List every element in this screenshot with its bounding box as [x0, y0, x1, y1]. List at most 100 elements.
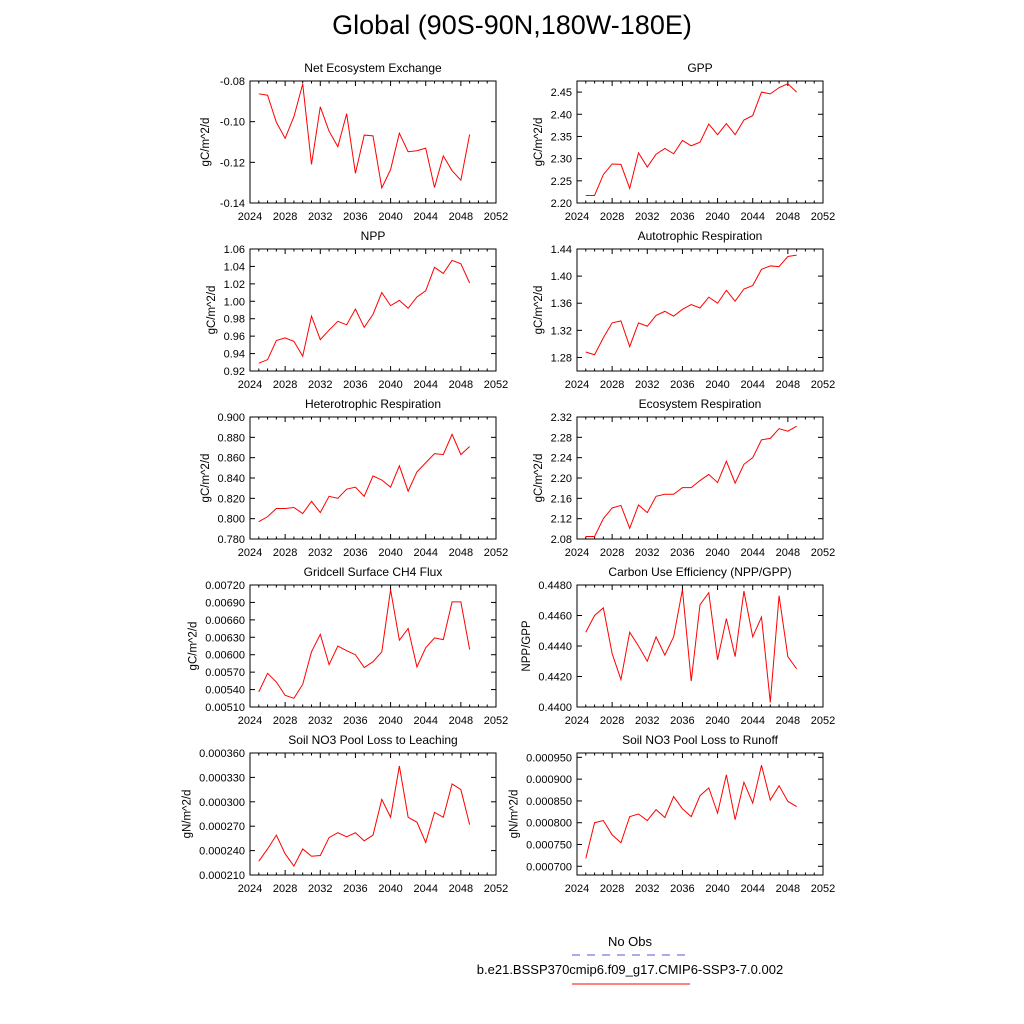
x-tick-label: 2048	[449, 547, 473, 559]
y-tick-label: 0.00540	[205, 685, 245, 697]
x-tick-label: 2052	[484, 379, 508, 391]
y-tick-label: 0.00720	[205, 580, 245, 592]
x-tick-label: 2048	[776, 211, 800, 223]
panel-title: Ecosystem Respiration	[639, 397, 762, 411]
x-tick-label: 2044	[740, 715, 764, 727]
x-tick-label: 2028	[600, 379, 624, 391]
y-tick-label: 0.00570	[205, 667, 245, 679]
x-tick-label: 2024	[565, 547, 589, 559]
x-tick-label: 2052	[811, 211, 835, 223]
y-tick-label: 2.20	[551, 198, 572, 210]
x-tick-label: 2048	[449, 715, 473, 727]
y-axis-label: gC/m^2/d	[533, 286, 545, 335]
x-tick-label: 2044	[740, 211, 764, 223]
y-tick-label: 0.780	[217, 534, 245, 546]
y-tick-label: 0.92	[224, 366, 245, 378]
y-tick-label: 2.20	[551, 473, 572, 485]
y-tick-label: 0.4460	[538, 611, 572, 623]
x-tick-label: 2044	[413, 715, 437, 727]
series-line	[585, 254, 797, 356]
x-tick-label: 2032	[635, 211, 659, 223]
x-tick-label: 2052	[484, 211, 508, 223]
panel-3: NPP 2024 2028 2032 2036 2040 2044 2048 2052 0.92 0…	[206, 229, 508, 391]
y-tick-label: 2.30	[551, 154, 572, 166]
x-tick-label: 2024	[238, 211, 262, 223]
y-tick-label: 0.000800	[526, 818, 572, 830]
x-tick-label: 2028	[600, 715, 624, 727]
x-tick-label: 2052	[484, 883, 508, 895]
y-tick-label: 0.800	[217, 514, 245, 526]
series-line	[258, 259, 471, 364]
panel-title: Net Ecosystem Exchange	[304, 61, 442, 75]
x-tick-label: 2036	[670, 547, 694, 559]
x-tick-label: 2048	[776, 547, 800, 559]
panel-4: Autotrophic Respiration 2024 2028 2032 2036 2…	[533, 229, 835, 391]
panel-title: Soil NO3 Pool Loss to Runoff	[622, 733, 779, 747]
y-tick-label: 1.36	[551, 298, 572, 310]
panel-10: Soil NO3 Pool Loss to Runoff 2024 2028 2032…	[508, 733, 835, 895]
series-line	[258, 433, 470, 523]
x-tick-label: 2048	[776, 715, 800, 727]
x-tick-label: 2040	[378, 211, 402, 223]
x-tick-label: 2040	[378, 715, 402, 727]
x-tick-label: 2052	[811, 547, 835, 559]
panel-title: NPP	[361, 229, 386, 243]
x-tick-label: 2028	[273, 379, 297, 391]
plot-frame	[576, 752, 824, 876]
y-tick-label: 0.96	[224, 331, 245, 343]
plot-frame	[576, 248, 824, 372]
y-axis-label: gC/m^2/d	[533, 118, 545, 167]
y-axis-label: gC/m^2/d	[533, 454, 545, 503]
panel-6: Ecosystem Respiration 2024 2028 2032 2036 204…	[533, 397, 835, 559]
y-tick-label: 1.06	[224, 244, 245, 256]
y-tick-label: 0.000700	[526, 861, 572, 873]
x-tick-label: 2040	[705, 547, 729, 559]
x-tick-label: 2048	[776, 379, 800, 391]
y-tick-label: 0.000240	[199, 846, 245, 858]
y-axis-label: gC/m^2/d	[206, 286, 218, 335]
panel-title: Carbon Use Efficiency (NPP/GPP)	[608, 565, 791, 579]
x-tick-label: 2048	[776, 883, 800, 895]
y-axis-label: gC/m^2/d	[200, 118, 212, 167]
x-tick-label: 2024	[238, 715, 262, 727]
y-tick-label: 0.98	[224, 314, 245, 326]
x-tick-label: 2024	[238, 883, 262, 895]
x-tick-label: 2044	[740, 883, 764, 895]
series-line	[585, 589, 798, 703]
x-tick-label: 2044	[413, 547, 437, 559]
y-tick-label: -0.08	[220, 76, 245, 88]
y-tick-label: 2.16	[551, 493, 572, 505]
y-tick-label: 2.12	[551, 514, 572, 526]
y-tick-label: 0.000330	[199, 772, 245, 784]
x-tick-label: 2036	[670, 715, 694, 727]
x-tick-label: 2028	[600, 211, 624, 223]
x-tick-label: 2024	[238, 547, 262, 559]
x-tick-label: 2040	[378, 379, 402, 391]
x-tick-label: 2024	[565, 211, 589, 223]
series-line	[258, 83, 471, 190]
y-tick-label: 2.40	[551, 109, 572, 121]
x-tick-label: 2040	[705, 883, 729, 895]
panel-8: Carbon Use Efficiency (NPP/GPP) 2024 2028 2…	[521, 565, 835, 727]
plot-frame	[249, 248, 497, 372]
y-tick-label: 0.4400	[538, 702, 572, 714]
y-tick-label: 0.000850	[526, 796, 572, 808]
panel-title: Autotrophic Respiration	[638, 229, 763, 243]
panel-1: Net Ecosystem Exchange 2024 2028 2032 2036 20…	[200, 61, 508, 223]
x-tick-label: 2048	[449, 211, 473, 223]
y-tick-label: 1.00	[224, 296, 245, 308]
panel-title: Heterotrophic Respiration	[305, 397, 441, 411]
x-tick-label: 2036	[343, 883, 367, 895]
x-tick-label: 2028	[273, 715, 297, 727]
y-tick-label: 0.000210	[199, 870, 245, 882]
y-tick-label: 1.44	[551, 244, 572, 256]
x-tick-label: 2040	[378, 883, 402, 895]
y-tick-label: 0.840	[217, 473, 245, 485]
y-tick-label: -0.12	[220, 157, 245, 169]
x-tick-label: 2024	[238, 379, 262, 391]
y-tick-label: 0.000270	[199, 821, 245, 833]
x-tick-label: 2052	[811, 883, 835, 895]
y-tick-label: 2.32	[551, 412, 572, 424]
y-tick-label: 1.02	[224, 279, 245, 291]
y-tick-label: 0.00510	[205, 702, 245, 714]
